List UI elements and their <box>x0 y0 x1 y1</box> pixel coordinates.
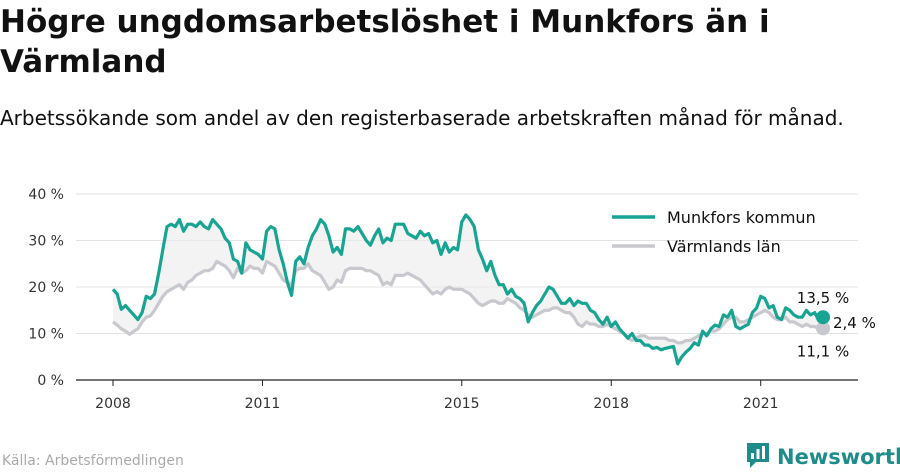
series-lines <box>111 213 830 366</box>
difference-label: 2,4 % <box>833 314 876 332</box>
legend: Munkfors kommun Värmlands län <box>612 208 816 256</box>
source-note: Källa: Arbetsförmedlingen <box>2 453 184 469</box>
line-chart: 0 %10 %20 %30 %40 %2008 2011 2015 2018 2021 … <box>28 187 876 412</box>
page-subtitle: Arbetssökande som andel av den registerb… <box>0 106 844 130</box>
newsworthy-logo-icon <box>745 441 771 473</box>
end-point-varmlands-lan <box>816 321 830 336</box>
end-point-munkfors-kommun <box>816 310 830 325</box>
difference-band <box>113 214 823 364</box>
legend-label: Munkfors kommun <box>667 208 816 227</box>
x-tick-label: 2015 <box>444 396 480 412</box>
page-title: Högre ungdomsarbetslöshet i Munkfors än … <box>0 4 770 80</box>
brand[interactable]: Newsworthy <box>745 441 900 473</box>
end-labels: 13,5 % 11,1 % 2,4 % <box>797 289 876 360</box>
x-tick-label: 2008 <box>95 396 131 412</box>
y-tick-label: 10 % <box>28 327 64 343</box>
end-label-varmland: 11,1 % <box>797 342 849 360</box>
y-tick-label: 30 % <box>28 234 64 250</box>
axes: 0 % 10 % 20 % 30 % 40 % 2008 2011 2015 2018 2021 <box>28 187 858 412</box>
y-tick-label: 40 % <box>28 187 64 203</box>
legend-label: Värmlands län <box>667 237 781 256</box>
series-line-munkfors-kommun <box>111 213 824 366</box>
x-tick-label: 2018 <box>593 396 629 412</box>
difference-area <box>113 214 823 364</box>
brand-name: Newsworthy <box>777 445 900 469</box>
end-label-munkfors: 13,5 % <box>797 289 849 307</box>
x-tick-label: 2011 <box>245 396 281 412</box>
y-tick-label: 0 % <box>37 373 64 389</box>
y-tick-label: 20 % <box>28 280 64 296</box>
x-tick-label: 2021 <box>743 396 779 412</box>
